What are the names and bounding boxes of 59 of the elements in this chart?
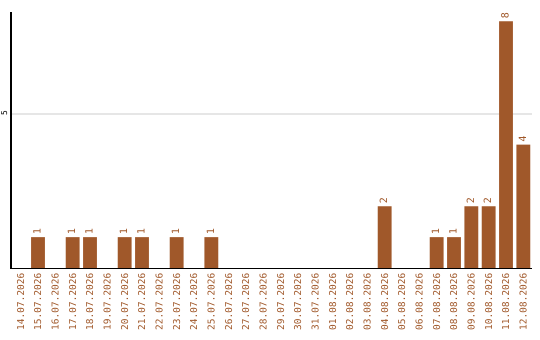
x-tick-label: 18.07.2026 bbox=[85, 272, 96, 330]
x-tick-label: 01.08.2026 bbox=[328, 272, 339, 330]
x-tick-label: 15.07.2026 bbox=[33, 272, 44, 330]
data-label: 2 bbox=[379, 197, 390, 204]
bar bbox=[135, 237, 149, 268]
x-tick-label: 20.07.2026 bbox=[120, 272, 131, 330]
bar bbox=[204, 237, 218, 268]
data-label: 1 bbox=[32, 228, 44, 234]
x-tick-label: 24.07.2026 bbox=[189, 272, 200, 330]
x-tick-label: 27.07.2026 bbox=[241, 272, 252, 330]
x-tick-label: 29.07.2026 bbox=[276, 272, 287, 330]
x-tick-label: 04.08.2026 bbox=[380, 272, 391, 330]
x-tick-label: 25.07.2026 bbox=[206, 272, 218, 330]
x-tick-label: 31.07.2026 bbox=[310, 272, 322, 330]
x-tick-label: 11.08.2026 bbox=[501, 272, 512, 330]
x-tick-label: 30.07.2026 bbox=[293, 272, 304, 330]
bar bbox=[31, 237, 45, 268]
x-tick-label: 19.07.2026 bbox=[102, 272, 114, 330]
data-label: 1 bbox=[67, 228, 78, 234]
bar bbox=[430, 237, 444, 268]
bar bbox=[464, 206, 478, 268]
data-label: 1 bbox=[84, 228, 96, 234]
bar bbox=[66, 237, 80, 268]
data-label: 4 bbox=[518, 136, 529, 142]
bar bbox=[118, 237, 132, 268]
x-tick-label: 03.08.2026 bbox=[362, 272, 374, 330]
bar bbox=[499, 21, 513, 268]
bar bbox=[83, 237, 97, 268]
data-label: 2 bbox=[466, 197, 477, 204]
x-tick-label: 16.07.2026 bbox=[50, 272, 62, 330]
x-tick-label: 08.08.2026 bbox=[449, 272, 460, 330]
x-tick-label: 02.08.2026 bbox=[345, 272, 356, 330]
x-tick-label: 26.07.2026 bbox=[224, 272, 235, 330]
x-tick-label: 12.08.2026 bbox=[518, 272, 530, 330]
x-tick-label: 21.07.2026 bbox=[137, 272, 148, 330]
x-tick-label: 28.07.2026 bbox=[258, 272, 270, 330]
data-label: 1 bbox=[431, 228, 442, 234]
x-tick-label: 06.08.2026 bbox=[414, 272, 426, 330]
x-tick-label: 22.07.2026 bbox=[154, 272, 166, 330]
x-tick-label: 23.07.2026 bbox=[172, 272, 183, 330]
x-tick-label: 14.07.2026 bbox=[16, 272, 27, 330]
data-label: 1 bbox=[136, 228, 148, 234]
x-tick-label: 05.08.2026 bbox=[397, 272, 408, 330]
x-tick-label: 10.08.2026 bbox=[484, 272, 495, 330]
bar bbox=[516, 144, 530, 268]
data-label: 1 bbox=[206, 228, 217, 234]
x-tick-label: 09.08.2026 bbox=[466, 272, 478, 330]
data-label: 1 bbox=[171, 228, 182, 234]
bar bbox=[378, 206, 392, 268]
x-tick-label: 07.08.2026 bbox=[432, 272, 443, 330]
bar bbox=[170, 237, 184, 268]
bar bbox=[447, 237, 461, 268]
data-label: 2 bbox=[483, 197, 494, 204]
data-label: 1 bbox=[119, 228, 130, 234]
data-label: 8 bbox=[500, 12, 512, 18]
y-tick-label: 5 bbox=[0, 110, 9, 115]
x-tick-label: 17.07.2026 bbox=[68, 272, 79, 330]
bar bbox=[482, 206, 496, 268]
data-label: 1 bbox=[448, 228, 460, 234]
